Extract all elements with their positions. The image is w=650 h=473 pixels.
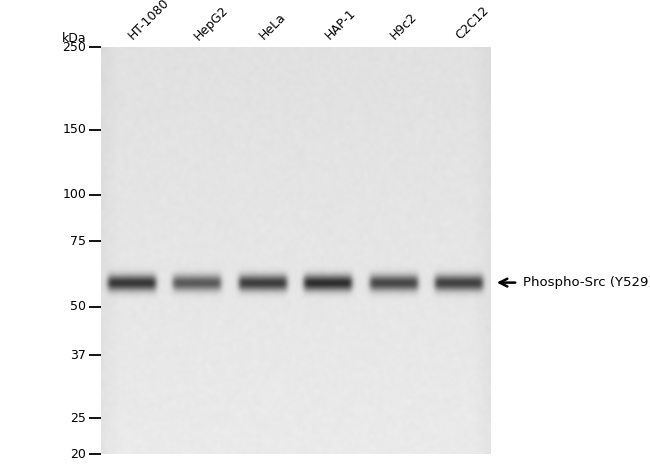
- Text: HepG2: HepG2: [192, 3, 231, 43]
- Text: Phospho-Src (Y529): Phospho-Src (Y529): [523, 276, 650, 289]
- Text: 50: 50: [70, 300, 86, 313]
- Text: HAP-1: HAP-1: [322, 7, 358, 43]
- Text: 25: 25: [71, 412, 86, 425]
- Text: 20: 20: [71, 447, 86, 461]
- Text: H9c2: H9c2: [388, 11, 420, 43]
- Text: HT-1080: HT-1080: [126, 0, 172, 43]
- Text: 75: 75: [70, 235, 86, 248]
- Text: HeLa: HeLa: [257, 11, 289, 43]
- Text: 100: 100: [62, 188, 86, 201]
- Text: kDa: kDa: [62, 32, 86, 45]
- Text: C2C12: C2C12: [454, 4, 492, 43]
- Text: 37: 37: [71, 349, 86, 361]
- Text: 150: 150: [62, 123, 86, 136]
- Text: 250: 250: [62, 41, 86, 54]
